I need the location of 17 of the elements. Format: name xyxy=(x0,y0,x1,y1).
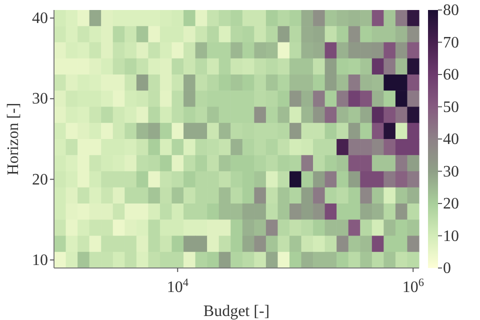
color-bar-label: 50 xyxy=(443,98,459,116)
y-tick-label: 20 xyxy=(32,171,48,188)
color-bar-label: 60 xyxy=(443,66,459,84)
color-bar-label: 70 xyxy=(443,34,459,52)
color-bar-label: 40 xyxy=(443,131,459,148)
color-bar-label: 80 xyxy=(443,2,459,19)
color-bar-label: 30 xyxy=(443,163,459,180)
y-tick-label: 30 xyxy=(32,90,48,108)
color-bar-label: 10 xyxy=(443,228,459,245)
y-tick-label: 40 xyxy=(32,10,48,28)
y-tick-label: 10 xyxy=(32,252,48,269)
x-tick-label: 10$^{4}$ xyxy=(166,277,189,296)
color-bar-label: 0 xyxy=(443,260,451,277)
x-tick-label: 10$^{6}$ xyxy=(402,277,424,296)
color-bar-label: 20 xyxy=(443,196,459,212)
y-axis-title: Horizon [-] xyxy=(5,102,22,176)
x-axis-title: Budget [-] xyxy=(203,303,270,320)
